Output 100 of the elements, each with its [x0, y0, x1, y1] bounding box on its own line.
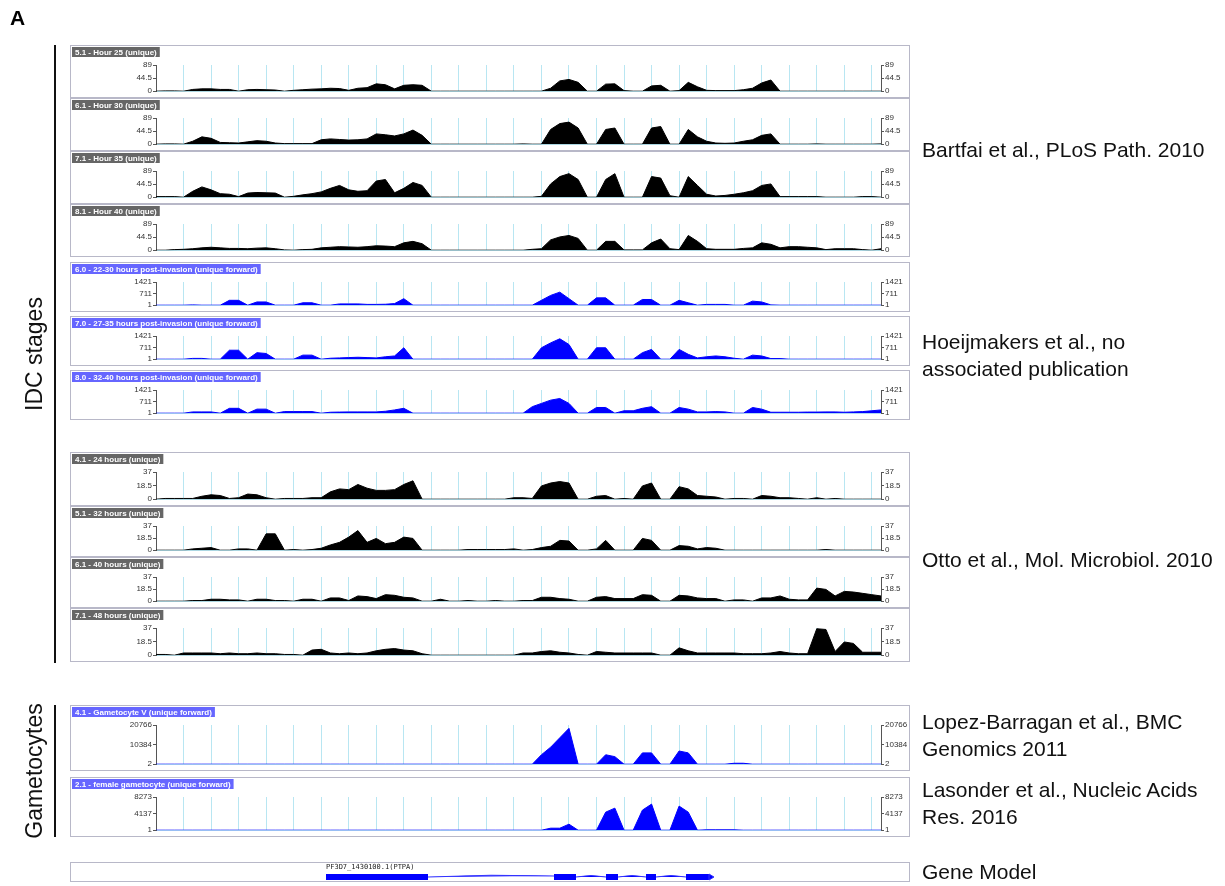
chart-title: 6.1 - 40 hours (unique): [75, 559, 161, 569]
y-tick-label: 1421: [134, 277, 153, 287]
y-tick-label: 0: [147, 245, 153, 255]
chart-title: 2.1 - female gametocyte (unique forward): [75, 779, 231, 789]
text: Lopez-Barragan et al., BMC Genomics 2011: [922, 708, 1184, 762]
y-tick-label: 18.5: [136, 584, 153, 594]
y2-tick-label: 0: [885, 650, 890, 660]
y2-tick-label: 89: [885, 166, 895, 176]
y2-tick-label: 89: [885, 219, 895, 229]
y-tick-label: 44.5: [136, 73, 153, 83]
y-tick-label: 2: [147, 759, 153, 769]
y-tick-label: 0: [147, 192, 153, 202]
y-tick-label: 711: [139, 396, 153, 406]
y2-tick-label: 44.5: [885, 179, 902, 189]
y-tick-label: 18.5: [136, 636, 153, 646]
y-tick-label: 37: [143, 572, 153, 582]
chart-title: 5.1 - 32 hours (unique): [75, 508, 161, 518]
y2-tick-label: 1: [885, 408, 890, 418]
y-tick-label: 89: [143, 113, 153, 123]
y-tick-label: 37: [143, 467, 153, 477]
y-tick-label: 1: [147, 825, 153, 835]
y2-tick-label: 1421: [885, 331, 904, 341]
y2-tick-label: 89: [885, 60, 895, 70]
text: IDC stages: [20, 297, 48, 411]
y2-tick-label: 0: [885, 545, 890, 555]
y2-tick-label: 37: [885, 467, 895, 477]
text: Lasonder et al., Nucleic Acids Res. 2016: [922, 776, 1199, 830]
y-tick-label: 0: [147, 139, 153, 149]
y2-tick-label: 0: [885, 139, 890, 149]
text: Bartfai et al., PLoS Path. 2010: [922, 137, 1206, 164]
y2-tick-label: 711: [885, 396, 899, 406]
y-tick-label: 10384: [129, 739, 153, 749]
y2-tick-label: 1: [885, 354, 890, 364]
y-tick-label: 37: [143, 521, 153, 531]
y2-tick-label: 18.5: [885, 636, 902, 646]
y-tick-label: 1421: [134, 385, 153, 395]
y2-tick-label: 4137: [885, 808, 904, 818]
text: A: [10, 6, 26, 30]
y-tick-label: 1: [147, 354, 153, 364]
y2-tick-label: 0: [885, 192, 890, 202]
y-tick-label: 20766: [129, 720, 153, 730]
y2-tick-label: 18.5: [885, 584, 902, 594]
y-tick-label: 44.5: [136, 179, 153, 189]
y2-tick-label: 0: [885, 494, 890, 504]
y2-tick-label: 37: [885, 521, 895, 531]
y2-tick-label: 20766: [885, 720, 908, 730]
y2-tick-label: 2: [885, 759, 890, 769]
y-tick-label: 89: [143, 166, 153, 176]
y-tick-label: 18.5: [136, 533, 153, 543]
chart-title: 8.1 - Hour 40 (unique): [75, 206, 158, 216]
y-tick-label: 8273: [134, 792, 153, 802]
y2-tick-label: 89: [885, 113, 895, 123]
y-tick-label: 18.5: [136, 480, 153, 490]
y-tick-label: 37: [143, 623, 153, 633]
y-tick-label: 711: [139, 342, 153, 352]
chart-title: 4.1 - Gametocyte V (unique forward): [75, 707, 213, 717]
chart-title: 8.0 - 32-40 hours post-invasion (unique forward): [75, 372, 259, 382]
y-tick-label: 89: [143, 219, 153, 229]
y2-tick-label: 44.5: [885, 232, 902, 242]
y-tick-label: 44.5: [136, 126, 153, 136]
y-tick-label: 0: [147, 494, 153, 504]
text: Gametocytes: [20, 703, 48, 839]
y-tick-label: 0: [147, 650, 153, 660]
y2-tick-label: 44.5: [885, 73, 902, 83]
y2-tick-label: 1421: [885, 385, 904, 395]
chart-title: 7.1 - Hour 35 (unique): [75, 153, 158, 163]
y2-tick-label: 711: [885, 288, 899, 298]
y-tick-label: 89: [143, 60, 153, 70]
y2-tick-label: 0: [885, 596, 890, 606]
y2-tick-label: 18.5: [885, 480, 902, 490]
y2-tick-label: 8273: [885, 792, 904, 802]
y2-tick-label: 37: [885, 572, 895, 582]
y-tick-label: 4137: [134, 808, 153, 818]
y2-tick-label: 1: [885, 825, 890, 835]
y2-tick-label: 18.5: [885, 533, 902, 543]
y2-tick-label: 10384: [885, 739, 908, 749]
chart-title: 7.1 - 48 hours (unique): [75, 610, 161, 620]
y2-tick-label: 1: [885, 300, 890, 310]
y-tick-label: 1: [147, 408, 153, 418]
y2-tick-label: 711: [885, 342, 899, 352]
chart-title: 5.1 - Hour 25 (unique): [75, 47, 158, 57]
y-tick-label: 1: [147, 300, 153, 310]
y-tick-label: 0: [147, 596, 153, 606]
text: Hoeijmakers et al., no associated publication: [922, 328, 1130, 382]
y-tick-label: 711: [139, 288, 153, 298]
chart-title: 6.1 - Hour 30 (unique): [75, 100, 158, 110]
y2-tick-label: 0: [885, 245, 890, 255]
y-tick-label: 1421: [134, 331, 153, 341]
y-tick-label: 44.5: [136, 232, 153, 242]
text: Gene Model: [922, 859, 1038, 886]
y-tick-label: 0: [147, 545, 153, 555]
y-tick-label: 0: [147, 86, 153, 96]
text: Otto et al., Mol. Microbiol. 2010: [922, 547, 1214, 574]
chart-title: 4.1 - 24 hours (unique): [75, 454, 161, 464]
y2-tick-label: 0: [885, 86, 890, 96]
y2-tick-label: 37: [885, 623, 895, 633]
chart-title: 6.0 - 22-30 hours post-invasion (unique forward): [75, 264, 259, 274]
chart-title: 7.0 - 27-35 hours post-invasion (unique forward): [75, 318, 259, 328]
y2-tick-label: 44.5: [885, 126, 902, 136]
y2-tick-label: 1421: [885, 277, 904, 287]
